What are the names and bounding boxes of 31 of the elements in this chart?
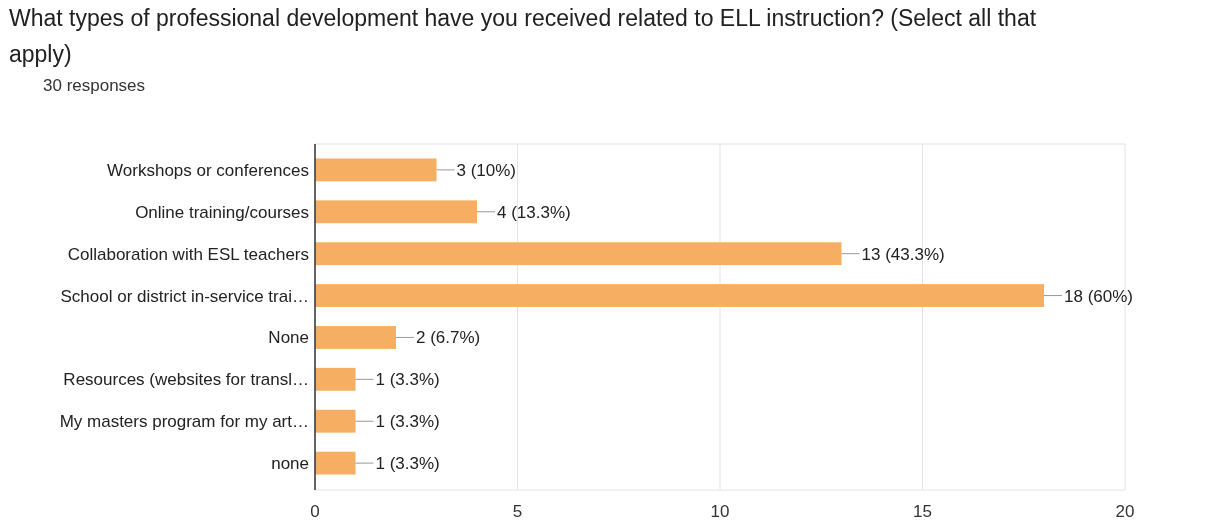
y-tick-label: Workshops or conferences <box>107 160 309 180</box>
bar <box>315 158 437 182</box>
data-label: 4 (13.3%) <box>497 202 571 222</box>
bar <box>315 409 356 433</box>
x-tick-label: 5 <box>512 502 523 521</box>
y-tick-label: Collaboration with ESL teachers <box>67 244 309 264</box>
bar <box>315 451 356 475</box>
x-tick-label: 15 <box>913 502 932 521</box>
data-label: 1 (3.3%) <box>375 454 440 474</box>
y-tick-label: School or district in-service trai… <box>60 286 309 306</box>
bar <box>315 367 356 391</box>
y-tick-label: My masters program for my art… <box>59 412 309 432</box>
data-label: 1 (3.3%) <box>375 370 440 390</box>
y-tick-label: Online training/courses <box>135 202 309 222</box>
data-label: 2 (6.7%) <box>416 328 481 348</box>
chart-title: What types of professional development have you received related to ELL instruction? (Select all that apply) <box>9 5 1037 67</box>
y-tick-label: none <box>271 454 309 474</box>
bar <box>315 284 1044 307</box>
y-tick-label: Resources (websites for transl… <box>63 370 309 390</box>
data-label: 3 (10%) <box>456 160 517 180</box>
x-tick-label: 10 <box>710 502 730 521</box>
x-tick-label: 20 <box>1115 502 1135 521</box>
data-label: 1 (3.3%) <box>375 412 440 432</box>
bar <box>315 242 842 266</box>
x-tick-label: 0 <box>310 502 320 521</box>
data-label: 18 (60%) <box>1064 286 1133 306</box>
bar <box>315 200 477 224</box>
data-label: 13 (43.3%) <box>861 244 945 264</box>
y-tick-label: None <box>268 328 309 348</box>
text: 30 responses <box>43 76 146 95</box>
bar <box>315 326 396 349</box>
